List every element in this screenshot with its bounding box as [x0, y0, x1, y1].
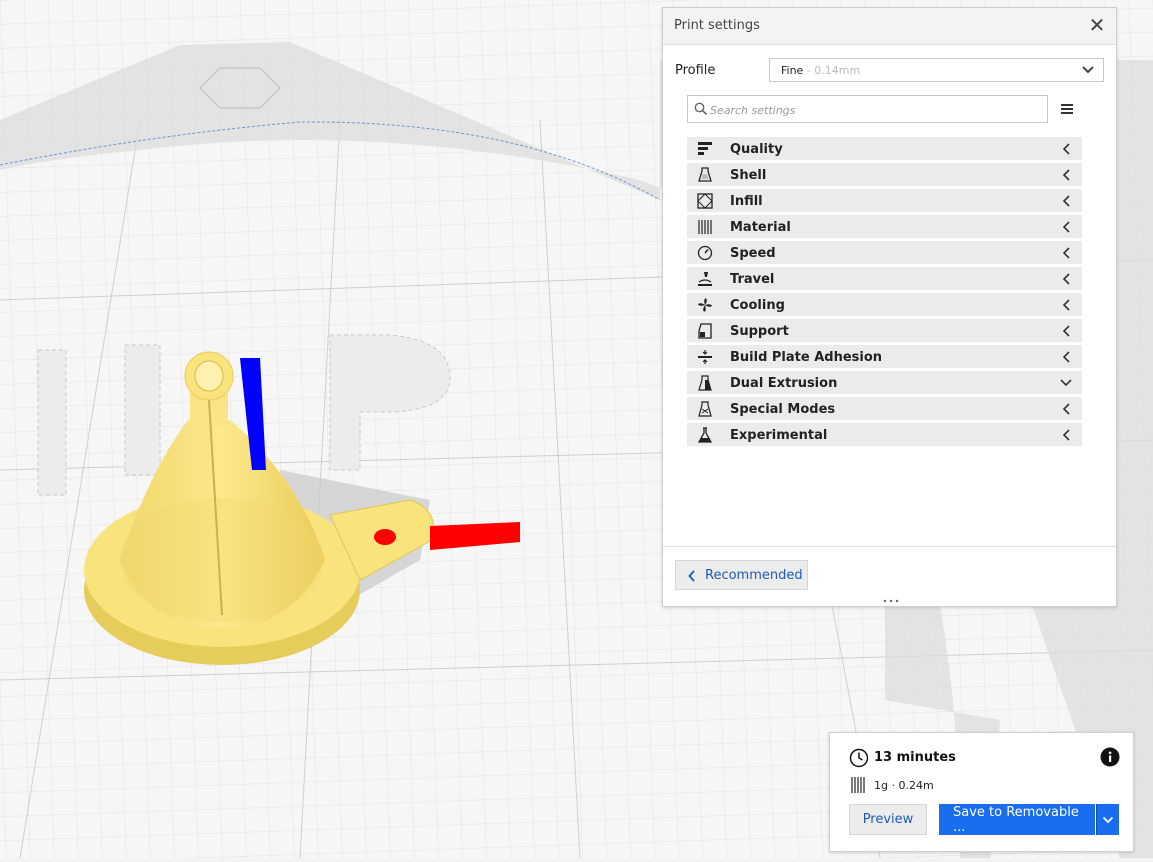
dual-extrusion-icon	[698, 375, 712, 391]
info-icon[interactable]	[1100, 747, 1120, 767]
material-icon	[851, 777, 865, 793]
settings-categories: Quality Shell Infill Material Speed Trav…	[687, 137, 1082, 449]
save-options-dropdown[interactable]	[1096, 804, 1119, 835]
chevron-left-icon	[1062, 247, 1070, 259]
travel-icon	[698, 272, 712, 286]
category-label: Cooling	[730, 298, 785, 313]
panel-footer-divider	[663, 546, 1116, 547]
chevron-down-icon	[1060, 379, 1072, 387]
category-special-modes[interactable]: Special Modes	[687, 397, 1082, 420]
category-experimental[interactable]: Experimental	[687, 423, 1082, 446]
print-settings-panel: Print settings ✕ Profile Fine - 0.14mm Q…	[662, 7, 1117, 607]
profile-name: Fine	[781, 64, 804, 77]
profile-detail: - 0.14mm	[803, 64, 861, 77]
category-speed[interactable]: Speed	[687, 241, 1082, 264]
profile-row: Profile Fine - 0.14mm	[675, 58, 1105, 84]
speed-icon	[697, 245, 713, 261]
print-settings-title: Print settings	[674, 18, 760, 33]
material-icon	[698, 220, 712, 234]
category-shell[interactable]: Shell	[687, 163, 1082, 186]
chevron-down-icon	[1102, 816, 1114, 823]
category-label: Dual Extrusion	[730, 376, 838, 391]
search-row	[687, 95, 1087, 125]
category-travel[interactable]: Travel	[687, 267, 1082, 290]
close-icon[interactable]: ✕	[1088, 13, 1106, 37]
preview-button[interactable]: Preview	[849, 804, 927, 835]
recommended-button[interactable]: Recommended	[675, 560, 808, 590]
category-material[interactable]: Material	[687, 215, 1082, 238]
chevron-left-icon	[1062, 429, 1070, 441]
search-box	[687, 95, 1048, 123]
chevron-left-icon	[1062, 351, 1070, 363]
category-infill[interactable]: Infill	[687, 189, 1082, 212]
category-label: Travel	[730, 272, 775, 287]
category-label: Infill	[730, 194, 763, 209]
chevron-down-icon	[1082, 66, 1094, 74]
category-quality[interactable]: Quality	[687, 137, 1082, 160]
category-build-plate-adhesion[interactable]: Build Plate Adhesion	[687, 345, 1082, 368]
chevron-left-icon	[1062, 299, 1070, 311]
quality-icon	[698, 142, 712, 155]
chevron-left-icon	[1062, 195, 1070, 207]
chevron-left-icon	[1062, 325, 1070, 337]
support-icon	[698, 323, 712, 339]
menu-icon[interactable]	[1058, 101, 1076, 117]
print-time: 13 minutes	[874, 750, 956, 765]
resize-handle-icon[interactable]	[881, 598, 901, 604]
category-label: Material	[730, 220, 791, 235]
profile-dropdown[interactable]: Fine - 0.14mm	[769, 58, 1104, 82]
search-icon	[694, 102, 708, 116]
cooling-icon	[698, 298, 712, 312]
category-label: Build Plate Adhesion	[730, 350, 883, 365]
category-label: Quality	[730, 142, 783, 157]
category-label: Experimental	[730, 428, 828, 443]
material-usage: 1g · 0.24m	[874, 779, 934, 792]
category-support[interactable]: Support	[687, 319, 1082, 342]
profile-label: Profile	[675, 63, 716, 78]
print-settings-header: Print settings ✕	[663, 8, 1116, 45]
chevron-left-icon	[1062, 273, 1070, 285]
chevron-left-icon	[1062, 221, 1070, 233]
category-cooling[interactable]: Cooling	[687, 293, 1082, 316]
adhesion-icon	[698, 350, 712, 364]
search-input[interactable]	[708, 99, 1042, 121]
chevron-left-icon	[1062, 143, 1070, 155]
category-label: Shell	[730, 168, 767, 183]
chevron-left-icon	[1062, 403, 1070, 415]
profile-value: Fine - 0.14mm	[781, 64, 860, 77]
chevron-left-icon	[1062, 169, 1070, 181]
category-dual-extrusion[interactable]: Dual Extrusion	[687, 371, 1082, 394]
infill-icon	[697, 193, 713, 209]
clock-icon	[849, 748, 869, 768]
experimental-icon	[697, 427, 713, 443]
save-to-removable-button[interactable]: Save to Removable ...	[939, 804, 1095, 835]
shell-icon	[698, 167, 712, 182]
category-label: Special Modes	[730, 402, 836, 417]
category-label: Speed	[730, 246, 776, 261]
chevron-left-icon	[688, 570, 695, 582]
special-modes-icon	[698, 401, 712, 417]
print-estimate-panel: 13 minutes 1g · 0.24m Preview Save to Re…	[829, 732, 1134, 852]
category-label: Support	[730, 324, 789, 339]
recommended-label: Recommended	[705, 568, 803, 583]
